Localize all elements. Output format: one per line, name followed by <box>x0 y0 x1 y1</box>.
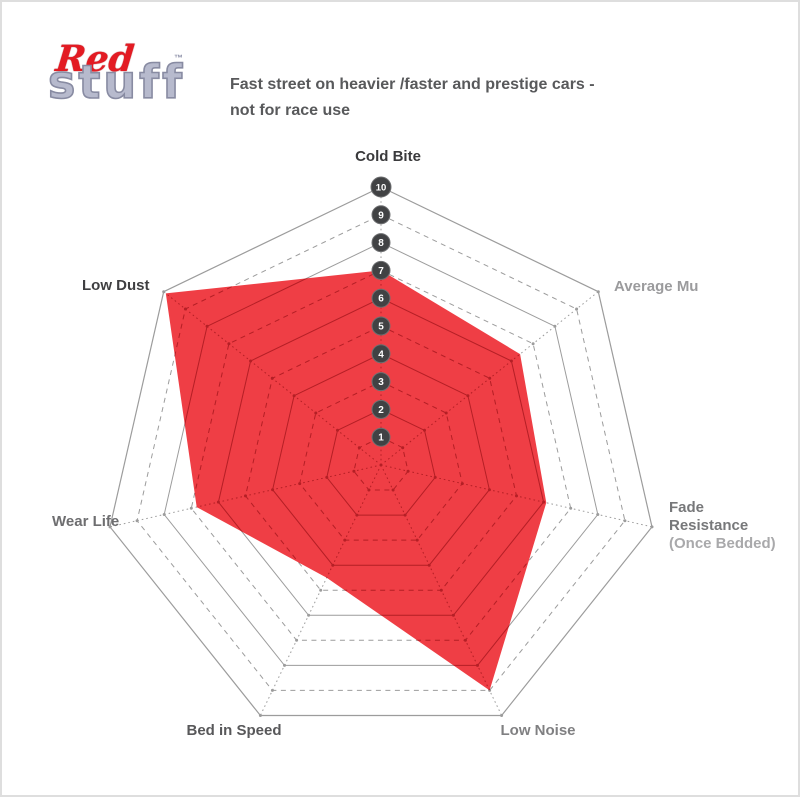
logo-stuff-text: stuff <box>47 55 186 109</box>
axis-label-low-dust: Low Dust <box>82 277 150 294</box>
scale-tick-number: 5 <box>378 322 384 333</box>
axis-label-cold-bite: Cold Bite <box>355 148 421 165</box>
axis-label-wear-life: Wear Life <box>52 513 120 530</box>
axis-label-bed-in-speed: Bed in Speed <box>186 722 282 739</box>
scale-tick-number: 3 <box>378 377 384 388</box>
scale-tick-circle <box>371 399 391 419</box>
scale-tick-number: 4 <box>378 349 384 360</box>
scale-tick-number: 8 <box>378 238 384 249</box>
scale-tick-circle <box>371 205 391 225</box>
scale-tick-circle <box>370 176 392 198</box>
subtitle-line-1: Fast street on heavier /faster and prest… <box>230 76 595 93</box>
scale-tick-circle <box>371 344 391 364</box>
trademark-symbol: ™ <box>174 53 183 63</box>
scale-tick-number: 10 <box>376 183 387 194</box>
fade-line-1: Fade <box>669 499 705 516</box>
scale-tick-circle <box>371 233 391 253</box>
scale-tick-circle <box>371 372 391 392</box>
scale-tick-circle <box>371 260 391 280</box>
fade-line-2: Resistance <box>669 517 749 534</box>
scale-tick-number: 7 <box>378 266 384 277</box>
subtitle-line-2: not for race use <box>230 102 351 119</box>
radar-scale-ticks: 1 2 3 4 5 6 7 8 9 10 <box>370 176 392 447</box>
scale-tick-number: 2 <box>378 405 384 416</box>
scale-tick-circle <box>371 427 391 447</box>
axis-label-low-noise: Low Noise <box>500 722 576 739</box>
scale-tick-circle <box>371 288 391 308</box>
scale-tick-number: 1 <box>378 433 384 444</box>
fade-line-3: (Once Bedded) <box>669 535 776 552</box>
chart-subtitle: Fast street on heavier /faster and prest… <box>230 72 690 124</box>
axis-label-fade-resistance: Fade Resistance (Once Bedded) <box>669 499 798 553</box>
brand-logo: Red stuff ™ <box>47 38 208 133</box>
scale-tick-circle <box>371 316 391 336</box>
scale-tick-number: 9 <box>378 210 384 221</box>
radar-data-polygon <box>165 270 547 691</box>
axis-label-average-mu: Average Mu <box>614 278 699 295</box>
scale-tick-number: 6 <box>378 294 384 305</box>
